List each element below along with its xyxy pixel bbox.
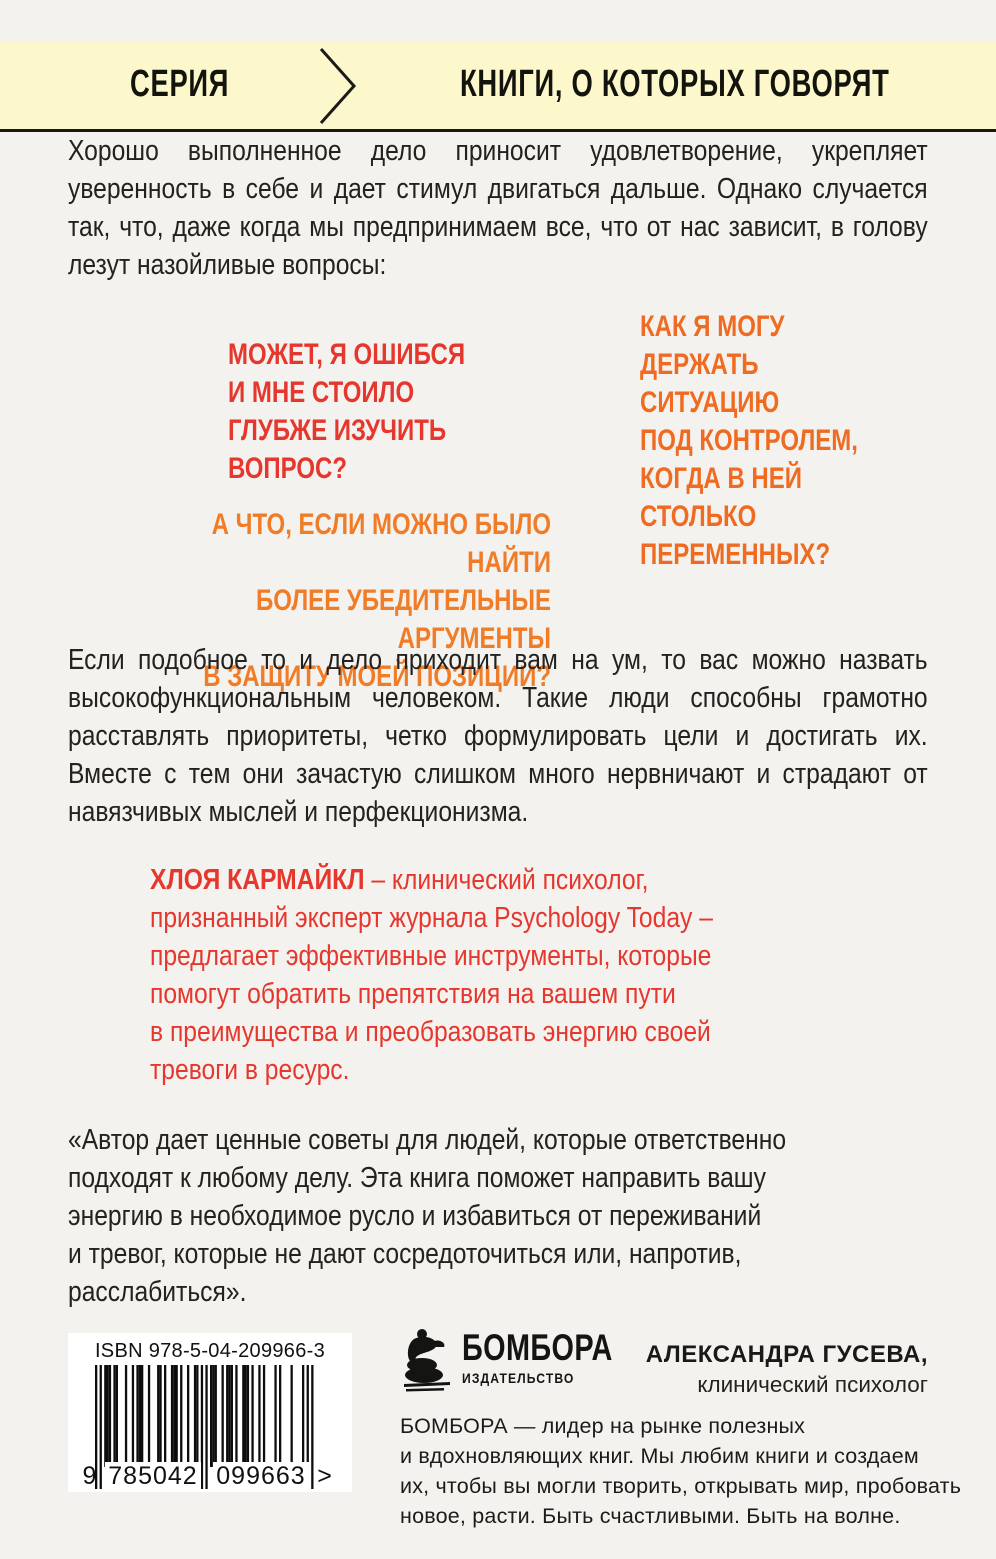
chevron-right-icon (319, 47, 357, 124)
footer: ISBN 978-5-04-209966-3 9 785042 099663 > (68, 1327, 970, 1531)
reviewer-name: АЛЕКСАНДРА ГУСЕВА, (645, 1341, 928, 1368)
reviewer-title: клинический психолог (697, 1372, 928, 1397)
publisher-logo: БОМБОРА ИЗДАТЕЛЬСТВО (400, 1327, 961, 1395)
publisher-blurb: БОМБОРА — лидер на рынке полезных и вдох… (400, 1414, 962, 1528)
series-title: КНИГИ, О КОТОРЫХ ГОВОРЯТ (460, 62, 890, 105)
barcode-digits-group1: 785042 (105, 1462, 201, 1491)
barcode-box: ISBN 978-5-04-209966-3 9 785042 099663 > (68, 1333, 352, 1492)
question-orange-right: КАК Я МОГУ ДЕРЖАТЬ СИТУАЦИЮ ПОД КОНТРОЛЕ… (640, 310, 858, 571)
barcode-bars (95, 1365, 314, 1489)
author-highlight: ХЛОЯ КАРМАЙКЛ – клинический психолог, пр… (150, 861, 928, 1089)
barcode-digit-lead: 9 (82, 1462, 98, 1490)
author-name: ХЛОЯ КАРМАЙКЛ (150, 864, 365, 896)
question-red: МОЖЕТ, Я ОШИБСЯ И МНЕ СТОИЛО ГЛУБЖЕ ИЗУЧ… (228, 338, 466, 485)
barcode: 9 785042 099663 > (81, 1365, 339, 1491)
body-paragraph: Если подобное то и дело приходит вам на … (68, 644, 928, 828)
intro-paragraph: Хорошо выполненное дело приносит удовлет… (68, 135, 928, 281)
publisher-logo-subtitle: ИЗДАТЕЛЬСТВО (462, 1371, 575, 1386)
author-description: – клинический психолог, признанный экспе… (150, 864, 713, 1086)
isbn-label: ISBN 978-5-04-209966-3 (94, 1340, 326, 1362)
bombora-figure-icon (404, 1329, 450, 1392)
publisher-logo-name: БОМБОРА (462, 1327, 613, 1368)
reviewer-attribution: АЛЕКСАНДРА ГУСЕВА, клинический психолог (68, 1340, 928, 1400)
barcode-suffix: > (317, 1462, 333, 1490)
publisher-logo-text: БОМБОРА ИЗДАТЕЛЬСТВО (462, 1327, 655, 1386)
series-label: СЕРИЯ (130, 62, 230, 105)
review-quote: «Автор дает ценные советы для людей, кот… (68, 1124, 787, 1308)
questions-section: МОЖЕТ, Я ОШИБСЯ И МНЕ СТОИЛО ГЛУБЖЕ ИЗУЧ… (68, 296, 928, 693)
series-banner: СЕРИЯ КНИГИ, О КОТОРЫХ ГОВОРЯТ (0, 42, 996, 132)
publisher-block: БОМБОРА ИЗДАТЕЛЬСТВО БОМБОРА — лидер на … (400, 1327, 962, 1531)
cover-content: Хорошо выполненное дело приносит удовлет… (68, 132, 928, 1400)
barcode-digits-group2: 099663 (213, 1462, 309, 1491)
question-orange-left: А ЧТО, ЕСЛИ МОЖНО БЫЛО НАЙТИ БОЛЕЕ УБЕДИ… (203, 508, 551, 693)
